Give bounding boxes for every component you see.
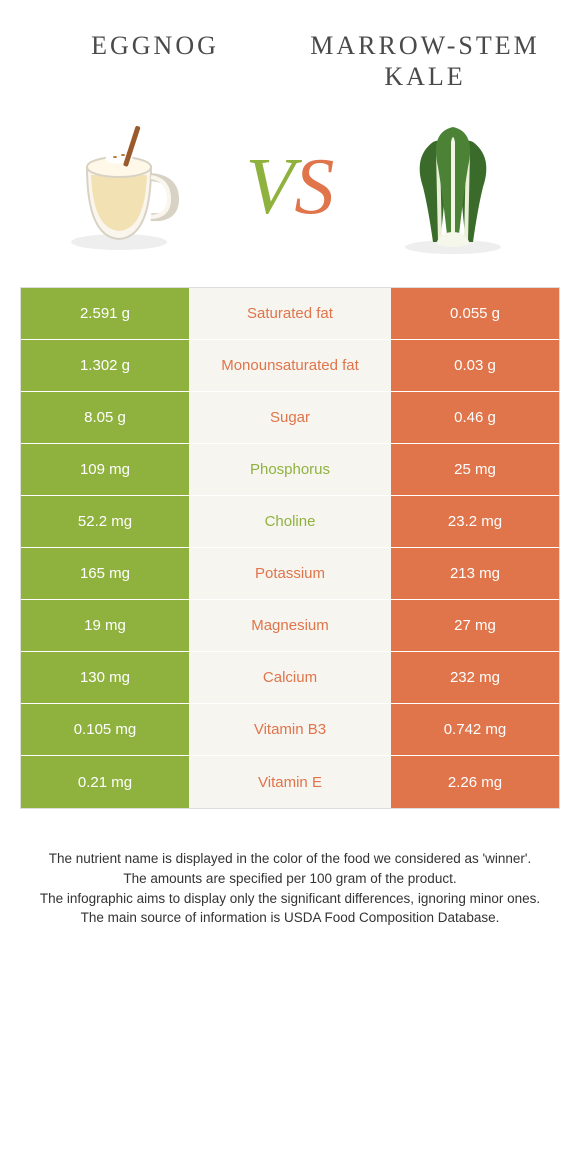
kale-image (378, 112, 528, 262)
nutrient-label: Sugar (189, 392, 391, 443)
eggnog-image (52, 112, 202, 262)
right-value: 0.46 g (391, 392, 559, 443)
footer-line-3: The infographic aims to display only the… (35, 889, 545, 909)
title-left: Eggnog (20, 30, 290, 92)
vs-s: S (294, 142, 334, 233)
nutrient-label: Potassium (189, 548, 391, 599)
table-row: 1.302 gMonounsaturated fat0.03 g (21, 340, 559, 392)
nutrient-label: Vitamin B3 (189, 704, 391, 755)
vs-label: VS (246, 142, 335, 233)
nutrient-label: Choline (189, 496, 391, 547)
right-value: 0.03 g (391, 340, 559, 391)
right-value: 23.2 mg (391, 496, 559, 547)
right-value: 232 mg (391, 652, 559, 703)
table-row: 52.2 mgCholine23.2 mg (21, 496, 559, 548)
vs-v: V (246, 142, 295, 233)
right-value: 2.26 mg (391, 756, 559, 808)
nutrient-label: Phosphorus (189, 444, 391, 495)
table-row: 0.105 mgVitamin B30.742 mg (21, 704, 559, 756)
title-right: Marrow-stem Kale (290, 30, 560, 92)
hero-row: VS (0, 102, 580, 287)
table-row: 19 mgMagnesium27 mg (21, 600, 559, 652)
table-row: 130 mgCalcium232 mg (21, 652, 559, 704)
header-titles: Eggnog Marrow-stem Kale (0, 0, 580, 102)
nutrient-label: Vitamin E (189, 756, 391, 808)
nutrient-label: Magnesium (189, 600, 391, 651)
table-row: 2.591 gSaturated fat0.055 g (21, 288, 559, 340)
table-row: 109 mgPhosphorus25 mg (21, 444, 559, 496)
left-value: 1.302 g (21, 340, 189, 391)
right-value: 0.055 g (391, 288, 559, 339)
nutrient-label: Calcium (189, 652, 391, 703)
left-value: 130 mg (21, 652, 189, 703)
left-value: 109 mg (21, 444, 189, 495)
left-value: 8.05 g (21, 392, 189, 443)
left-value: 52.2 mg (21, 496, 189, 547)
nutrient-label: Saturated fat (189, 288, 391, 339)
footer-notes: The nutrient name is displayed in the co… (0, 809, 580, 927)
nutrient-label: Monounsaturated fat (189, 340, 391, 391)
right-value: 25 mg (391, 444, 559, 495)
footer-line-1: The nutrient name is displayed in the co… (35, 849, 545, 869)
left-value: 165 mg (21, 548, 189, 599)
left-value: 2.591 g (21, 288, 189, 339)
right-value: 213 mg (391, 548, 559, 599)
right-value: 0.742 mg (391, 704, 559, 755)
footer-line-4: The main source of information is USDA F… (35, 908, 545, 928)
left-value: 0.21 mg (21, 756, 189, 808)
comparison-table: 2.591 gSaturated fat0.055 g1.302 gMonoun… (20, 287, 560, 809)
table-row: 0.21 mgVitamin E2.26 mg (21, 756, 559, 808)
right-value: 27 mg (391, 600, 559, 651)
left-value: 19 mg (21, 600, 189, 651)
table-row: 165 mgPotassium213 mg (21, 548, 559, 600)
footer-line-2: The amounts are specified per 100 gram o… (35, 869, 545, 889)
table-row: 8.05 gSugar0.46 g (21, 392, 559, 444)
left-value: 0.105 mg (21, 704, 189, 755)
